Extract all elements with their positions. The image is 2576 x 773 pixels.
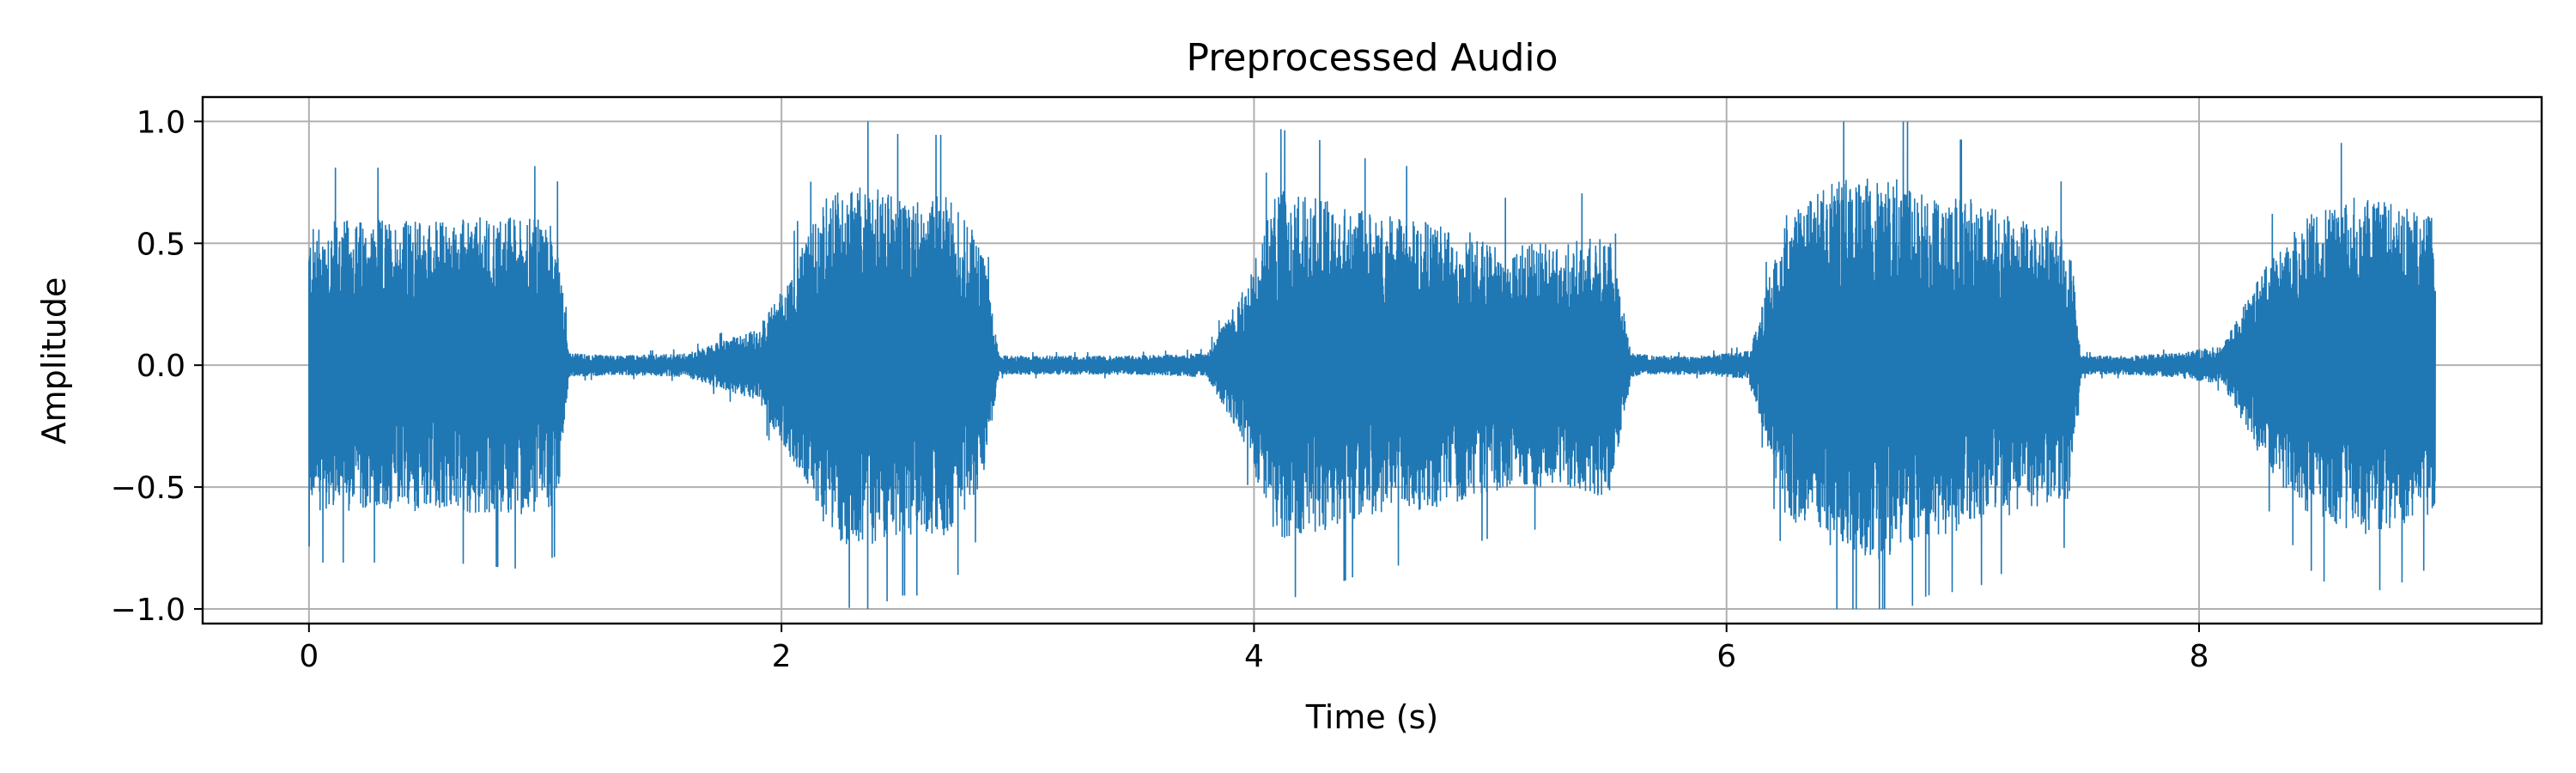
x-axis-label: Time (s) bbox=[1305, 698, 1439, 736]
plot-frame bbox=[201, 95, 2543, 625]
chart-title: Preprocessed Audio bbox=[1186, 36, 1558, 80]
x-tick-label: 2 bbox=[772, 639, 792, 674]
x-tick-label: 0 bbox=[299, 639, 319, 674]
waveform-series bbox=[308, 121, 2436, 609]
plot-area bbox=[308, 121, 2436, 609]
x-tick-label: 6 bbox=[1716, 639, 1736, 674]
y-tick-label: −0.5 bbox=[111, 471, 185, 506]
x-axis-ticks: 0 2 4 6 8 bbox=[299, 624, 2208, 674]
x-tick-label: 4 bbox=[1244, 639, 1264, 674]
x-tick-label: 8 bbox=[2190, 639, 2209, 674]
y-tick-label: −1.0 bbox=[111, 593, 185, 628]
y-axis-ticks: −1.0 −0.5 0.0 0.5 1.0 bbox=[111, 105, 203, 628]
y-axis-label: Amplitude bbox=[35, 277, 73, 445]
y-tick-label: 0.0 bbox=[137, 349, 185, 384]
y-tick-label: 1.0 bbox=[137, 105, 185, 140]
y-tick-label: 0.5 bbox=[137, 227, 185, 262]
